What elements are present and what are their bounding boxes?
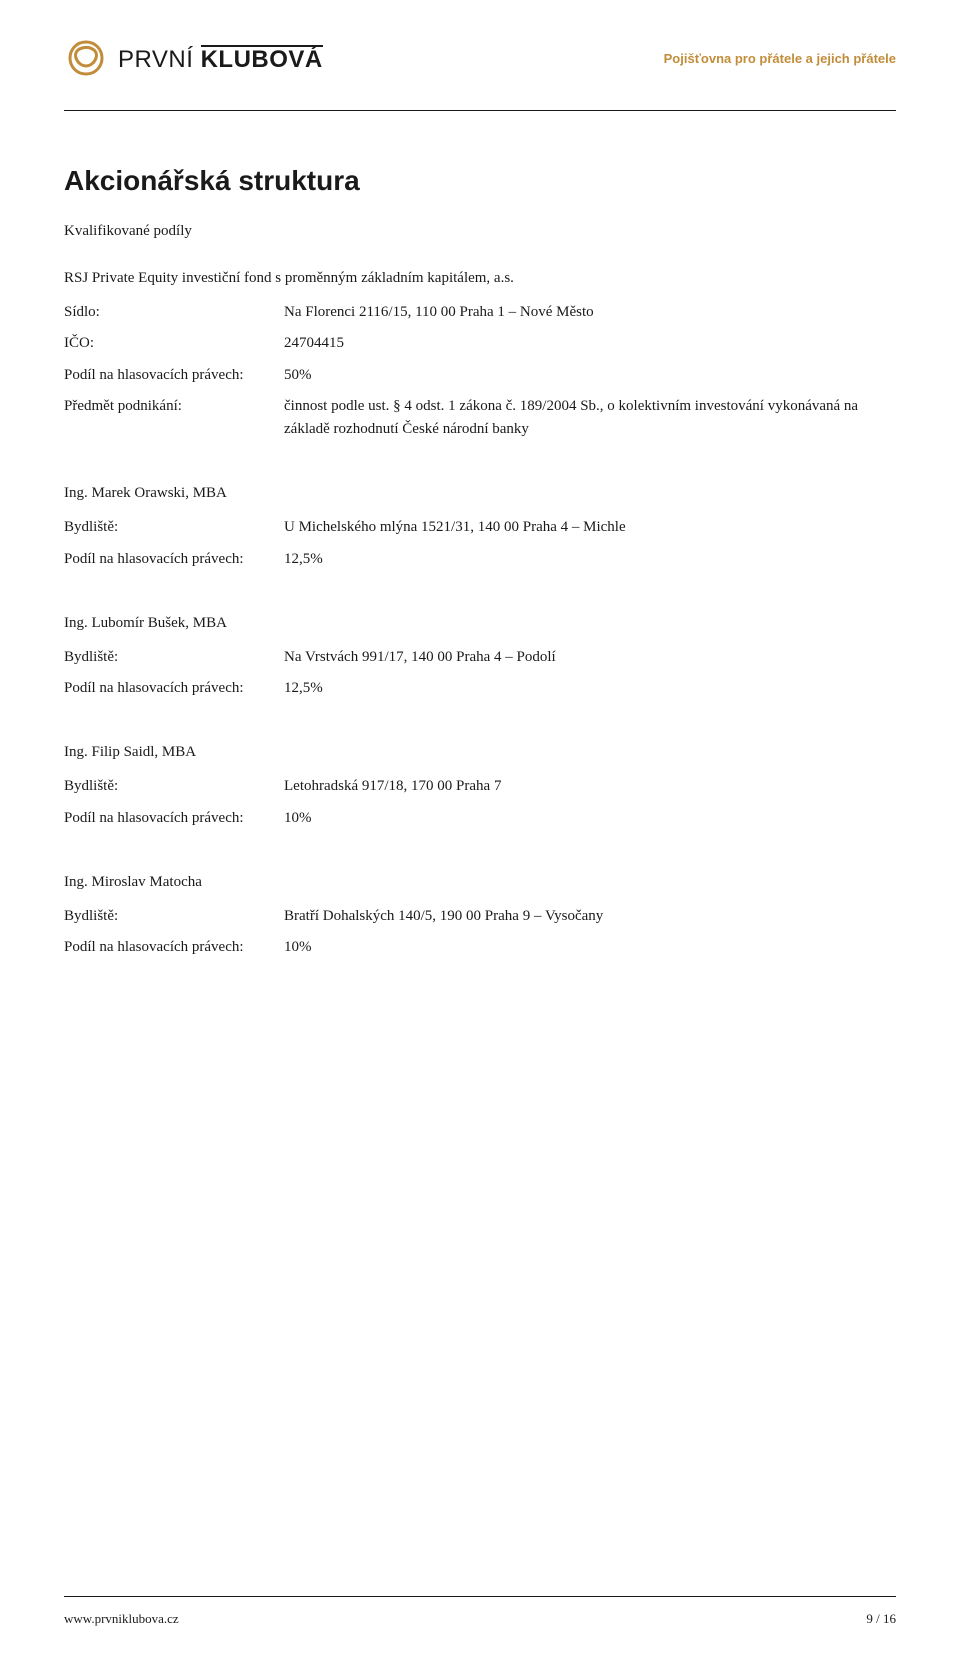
label-podil: Podíl na hlasovacích právech: [64,548,284,571]
label-bydliste: Bydliště: [64,905,284,928]
value-bydliste: Bratří Dohalských 140/5, 190 00 Praha 9 … [284,905,896,928]
shareholder-block: Ing. Miroslav Matocha Bydliště: Bratří D… [64,874,896,960]
page-footer: www.prvniklubova.cz 9 / 16 [64,1596,896,1627]
row-podil: Podíl na hlasovacích právech: 12,5% [64,677,896,700]
shareholder-block: Ing. Marek Orawski, MBA Bydliště: U Mich… [64,485,896,571]
shareholder-name: RSJ Private Equity investiční fond s pro… [64,270,896,287]
value-podil: 10% [284,936,896,959]
row-bydliste: Bydliště: Letohradská 917/18, 170 00 Pra… [64,775,896,798]
logo-text-a: PRVNÍ [118,46,193,73]
value-ico: 24704415 [284,332,896,355]
shareholder-name: Ing. Marek Orawski, MBA [64,485,896,502]
row-predmet: Předmět podnikání: činnost podle ust. § … [64,395,896,442]
value-bydliste: U Michelského mlýna 1521/31, 140 00 Prah… [284,516,896,539]
label-ico: IČO: [64,332,284,355]
label-bydliste: Bydliště: [64,775,284,798]
label-bydliste: Bydliště: [64,646,284,669]
row-bydliste: Bydliště: Bratří Dohalských 140/5, 190 0… [64,905,896,928]
logo-icon [64,36,108,80]
value-podil: 10% [284,807,896,830]
shareholder-block: RSJ Private Equity investiční fond s pro… [64,270,896,441]
shareholder-name: Ing. Lubomír Bušek, MBA [64,615,896,632]
page: PRVNÍ KLUBOVÁ Pojišťovna pro přátele a j… [0,0,960,1657]
row-bydliste: Bydliště: U Michelského mlýna 1521/31, 1… [64,516,896,539]
row-bydliste: Bydliště: Na Vrstvách 991/17, 140 00 Pra… [64,646,896,669]
value-bydliste: Letohradská 917/18, 170 00 Praha 7 [284,775,896,798]
row-podil: Podíl na hlasovacích právech: 12,5% [64,548,896,571]
logo-text: PRVNÍ KLUBOVÁ [118,45,323,72]
label-podil: Podíl na hlasovacích právech: [64,364,284,387]
page-subtitle: Kvalifikované podíly [64,223,896,240]
label-podil: Podíl na hlasovacích právech: [64,936,284,959]
value-podil: 12,5% [284,548,896,571]
label-bydliste: Bydliště: [64,516,284,539]
value-sidlo: Na Florenci 2116/15, 110 00 Praha 1 – No… [284,301,896,324]
shareholder-name: Ing. Miroslav Matocha [64,874,896,891]
label-predmet: Předmět podnikání: [64,395,284,442]
shareholder-block: Ing. Filip Saidl, MBA Bydliště: Letohrad… [64,744,896,830]
row-ico: IČO: 24704415 [64,332,896,355]
shareholder-block: Ing. Lubomír Bušek, MBA Bydliště: Na Vrs… [64,615,896,701]
row-podil: Podíl na hlasovacích právech: 50% [64,364,896,387]
page-title: Akcionářská struktura [64,165,896,197]
tagline: Pojišťovna pro přátele a jejich přátele [664,51,896,66]
value-podil: 12,5% [284,677,896,700]
label-sidlo: Sídlo: [64,301,284,324]
label-podil: Podíl na hlasovacích právech: [64,677,284,700]
value-bydliste: Na Vrstvách 991/17, 140 00 Praha 4 – Pod… [284,646,896,669]
row-podil: Podíl na hlasovacích právech: 10% [64,807,896,830]
page-header: PRVNÍ KLUBOVÁ Pojišťovna pro přátele a j… [64,36,896,111]
footer-page: 9 / 16 [866,1611,896,1627]
value-podil: 50% [284,364,896,387]
label-podil: Podíl na hlasovacích právech: [64,807,284,830]
brand-logo: PRVNÍ KLUBOVÁ [64,36,323,80]
footer-url: www.prvniklubova.cz [64,1611,179,1627]
row-podil: Podíl na hlasovacích právech: 10% [64,936,896,959]
shareholder-name: Ing. Filip Saidl, MBA [64,744,896,761]
logo-text-b: KLUBOVÁ [201,45,323,72]
value-predmet: činnost podle ust. § 4 odst. 1 zákona č.… [284,395,896,442]
row-sidlo: Sídlo: Na Florenci 2116/15, 110 00 Praha… [64,301,896,324]
